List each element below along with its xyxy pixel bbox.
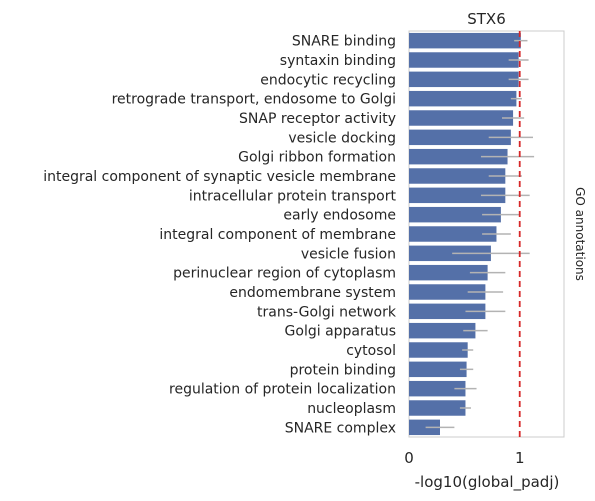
bar [409,71,519,88]
category-label: intracellular protein transport [189,188,397,204]
bar [409,264,488,281]
bar [409,361,467,378]
bar [409,148,508,165]
bar [409,110,514,126]
bar [409,52,519,68]
category-label: cytosol [346,343,396,359]
bar [409,187,506,204]
bar [409,168,506,184]
chart-title: STX6 [467,10,506,28]
side-label: GO annotations [573,187,587,281]
category-label: protein binding [290,362,396,378]
category-label: syntaxin binding [280,53,396,69]
category-label: regulation of protein localization [169,382,396,398]
category-label: retrograde transport, endosome to Golgi [112,92,396,108]
bar [409,303,486,320]
x-tick-label: 1 [515,449,525,467]
category-label: vesicle docking [288,130,396,146]
x-axis-title: -log10(global_padj) [415,473,560,492]
category-label: Golgi ribbon formation [238,150,396,166]
bar [409,284,486,300]
category-label: SNARE complex [285,420,396,436]
category-label: vesicle fusion [301,246,396,262]
category-label: Golgi apparatus [285,324,396,340]
bar [409,245,491,262]
category-label: perinuclear region of cytoplasm [173,266,396,282]
category-label: SNARE binding [292,34,396,50]
bar [409,32,521,49]
bar [409,90,517,107]
category-label: trans-Golgi network [257,304,397,320]
bar [409,206,501,223]
x-tick-label: 0 [404,449,414,467]
category-label: endomembrane system [229,285,396,301]
bar [409,400,466,416]
bar [409,380,466,397]
bar [409,322,476,339]
category-label: integral component of synaptic vesicle m… [43,169,396,185]
category-label: integral component of membrane [159,227,396,243]
bar [409,129,511,146]
category-label: endocytic recycling [260,72,396,88]
category-label: early endosome [283,208,396,224]
category-label: SNAP receptor activity [239,111,396,127]
category-label: nucleoplasm [307,401,396,417]
bar [409,342,468,358]
bar [409,226,497,242]
bar [409,419,440,436]
